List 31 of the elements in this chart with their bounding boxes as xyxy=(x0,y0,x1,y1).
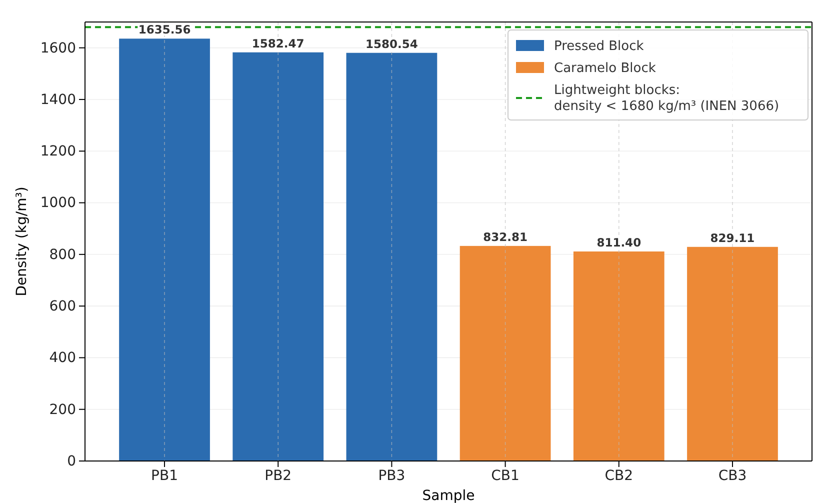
x-tick-label: PB2 xyxy=(264,468,292,484)
y-tick-label: 400 xyxy=(49,350,76,366)
x-tick-label: CB3 xyxy=(718,468,747,484)
y-tick-label: 1200 xyxy=(40,144,76,160)
y-tick-label: 800 xyxy=(49,246,76,263)
bar xyxy=(346,52,438,461)
data-label: 811.40 xyxy=(596,235,642,250)
bar xyxy=(460,246,551,461)
data-label: 832.81 xyxy=(483,230,528,244)
legend-label: Pressed Block xyxy=(554,39,644,54)
bar xyxy=(232,52,324,461)
x-axis-title: Sample xyxy=(422,488,475,503)
y-tick-label: 0 xyxy=(67,453,76,470)
bar xyxy=(573,251,664,461)
x-tick-label: PB1 xyxy=(151,468,178,484)
bar xyxy=(687,246,778,461)
data-label: 1580.54 xyxy=(366,36,418,51)
data-label: 1582.47 xyxy=(252,36,304,50)
y-tick-label: 200 xyxy=(49,402,76,418)
x-tick-label: CB2 xyxy=(604,468,634,484)
y-tick-label: 1000 xyxy=(40,195,76,212)
data-label: 829.11 xyxy=(710,230,755,245)
x-tick-label: PB3 xyxy=(378,468,406,484)
y-axis-title: Density (kg/m³) xyxy=(14,186,30,296)
x-tick-label: CB1 xyxy=(491,468,520,484)
legend-label: Lightweight blocks: density < 1680 kg/m³ (INEN 3066) xyxy=(554,83,780,114)
bar xyxy=(119,38,210,461)
y-tick-label: 1400 xyxy=(40,92,76,108)
y-tick-label: 600 xyxy=(49,298,76,315)
legend-label: Caramelo Block xyxy=(554,61,656,76)
y-tick-label: 1600 xyxy=(40,40,76,56)
